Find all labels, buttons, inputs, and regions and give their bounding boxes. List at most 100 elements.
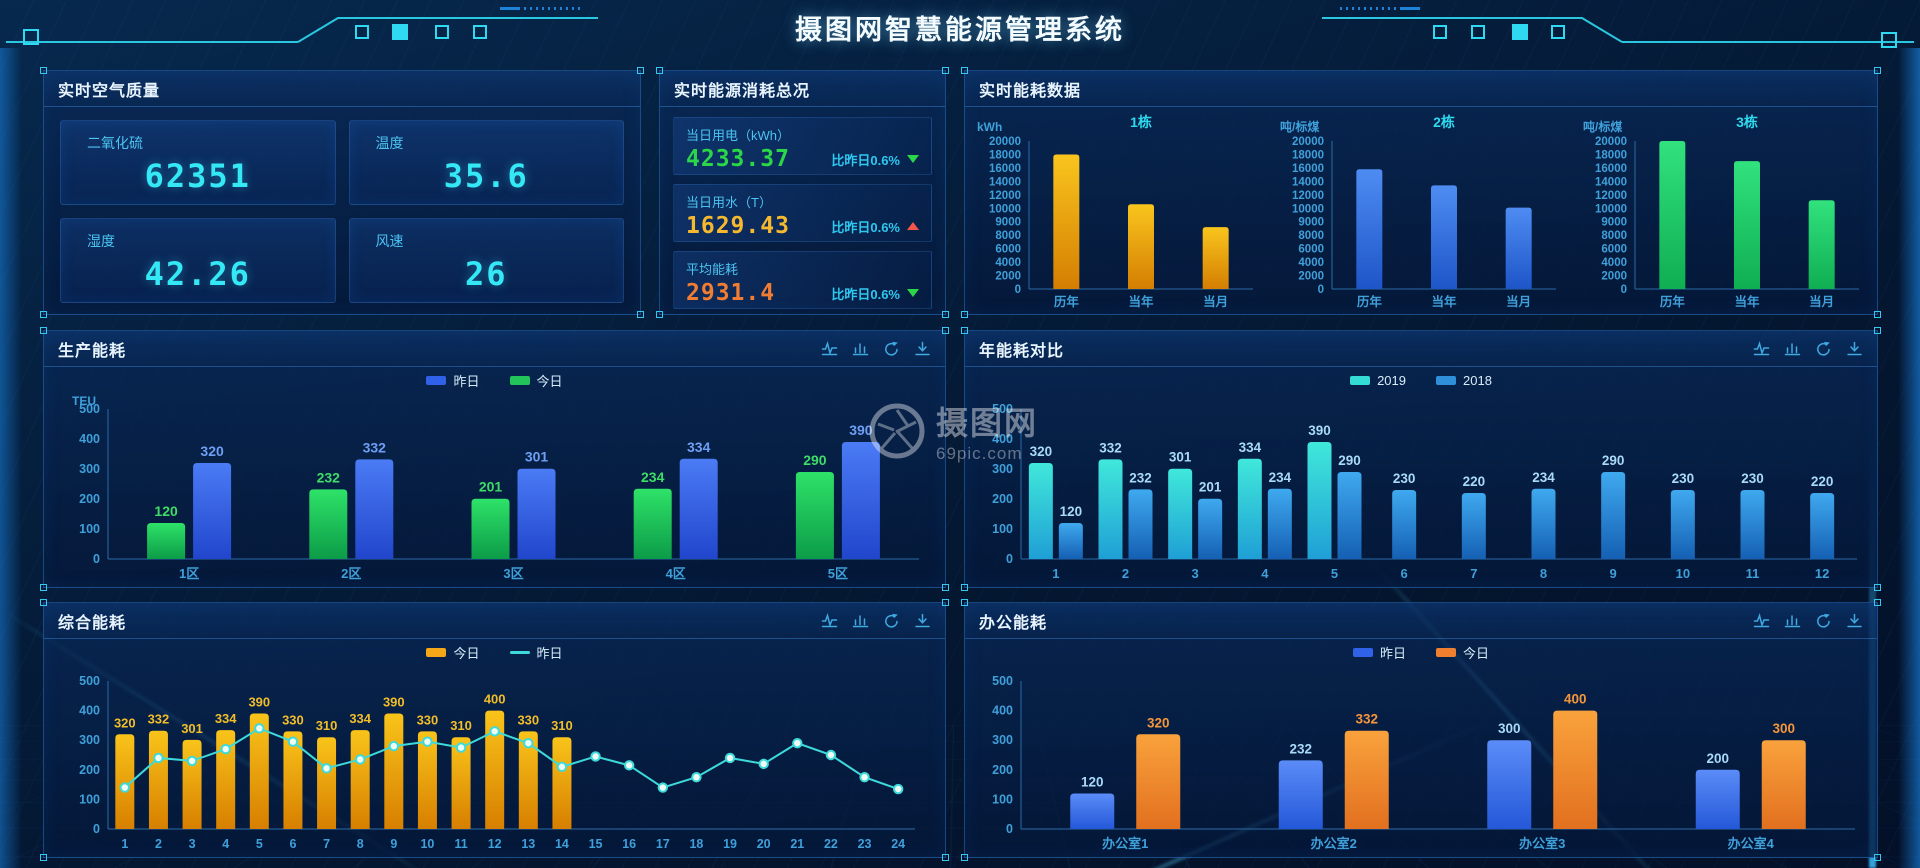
svg-text:334: 334 [687,439,711,455]
energy-overview-item: 当日用水（T） 1629.43 比昨日0.6% [673,184,932,242]
svg-text:390: 390 [849,422,873,438]
panel-title-comprehensive: 综合能耗 [58,614,127,632]
line-chart-icon[interactable] [821,613,838,628]
svg-text:0: 0 [1006,822,1013,836]
chart-legend: 今日 昨日 [44,639,945,665]
chart-legend: 昨日 今日 [965,639,1877,665]
svg-text:14: 14 [555,837,569,851]
svg-text:290: 290 [1602,453,1625,468]
legend-item-昨日[interactable]: 昨日 [426,371,480,390]
corner-decor [942,854,949,861]
metric-value: 62351 [144,157,251,195]
corner-decor [40,327,47,334]
svg-text:232: 232 [1129,470,1152,485]
bar-chart-icon[interactable] [1784,613,1801,628]
corner-decor [40,854,47,861]
svg-text:15: 15 [589,837,603,851]
download-icon[interactable] [1846,613,1863,628]
svg-text:18000: 18000 [989,149,1021,161]
legend-swatch [426,647,447,657]
refresh-icon[interactable] [1815,613,1832,628]
svg-text:300: 300 [79,733,100,747]
app-title: 摄图网智慧能源管理系统 [795,15,1125,45]
svg-text:120: 120 [1060,504,1083,519]
panel-toolbar [821,341,931,356]
svg-text:300: 300 [1498,721,1521,736]
svg-text:201: 201 [479,479,503,495]
legend-item-今日[interactable]: 今日 [1436,643,1489,662]
svg-text:20000: 20000 [1292,136,1324,148]
svg-text:320: 320 [200,443,224,459]
svg-text:5区: 5区 [828,566,848,581]
refresh-icon[interactable] [883,613,900,628]
corner-decor [1874,599,1881,606]
svg-text:4: 4 [222,837,229,851]
refresh-icon[interactable] [1815,341,1832,356]
line-chart-icon[interactable] [821,341,838,356]
line-chart-icon[interactable] [1753,613,1770,628]
svg-text:6: 6 [289,837,296,851]
svg-text:19: 19 [723,837,737,851]
svg-text:10: 10 [1676,566,1690,581]
svg-text:6000: 6000 [1298,244,1324,256]
svg-text:330: 330 [417,712,439,727]
svg-text:100: 100 [79,522,100,536]
svg-text:8: 8 [1540,566,1547,581]
legend-item-2018[interactable]: 2018 [1436,373,1492,388]
legend-item-2019[interactable]: 2019 [1350,373,1406,388]
svg-text:历年: 历年 [1660,294,1686,309]
svg-text:120: 120 [1081,774,1104,789]
metric-label: 湿度 [87,233,115,249]
bar-chart-icon[interactable] [852,613,869,628]
download-icon[interactable] [1846,341,1863,356]
corner-decor [942,599,949,606]
refresh-icon[interactable] [883,341,900,356]
line-chart-icon[interactable] [1753,341,1770,356]
legend-swatch [509,650,530,654]
corner-decor [40,67,47,74]
trend-down-icon [907,289,919,297]
metric-card-temperature: 温度 35.6 [348,120,624,205]
svg-text:400: 400 [79,704,100,718]
panel-toolbar [1753,341,1863,356]
legend-item-今日[interactable]: 今日 [509,371,563,390]
legend-label: 昨日 [1379,645,1406,661]
svg-text:3: 3 [1192,566,1199,581]
svg-text:400: 400 [1564,692,1587,707]
bar-chart-icon[interactable] [852,341,869,356]
svg-text:4: 4 [1261,566,1269,581]
download-icon[interactable] [914,341,931,356]
panel-toolbar [821,613,931,628]
legend-item-昨日[interactable]: 昨日 [1352,643,1406,662]
svg-text:当月: 当月 [1809,294,1834,309]
corner-decor [961,599,968,606]
svg-text:301: 301 [181,721,203,736]
svg-text:400: 400 [484,692,506,707]
panel-title-office: 办公能耗 [979,614,1048,632]
svg-text:6000: 6000 [1601,244,1627,256]
chart-office-energy[interactable]: 0 100 200 300 400 500 办公室1 办公室2 办公室3 办公室4 120 320 23… [965,665,1875,855]
legend-item-今日[interactable]: 今日 [426,643,480,662]
svg-text:10000: 10000 [1292,203,1324,215]
download-icon[interactable] [914,613,931,628]
svg-text:8000: 8000 [1298,230,1324,242]
svg-text:当年: 当年 [1128,294,1154,309]
svg-text:10: 10 [420,837,434,851]
corner-decor [637,67,644,74]
svg-text:320: 320 [1030,444,1053,459]
svg-text:332: 332 [363,439,387,455]
svg-text:300: 300 [1772,721,1795,736]
legend-item-昨日[interactable]: 昨日 [509,643,563,662]
legend-label: 昨日 [453,373,480,389]
bar-chart-icon[interactable] [1784,341,1801,356]
legend-swatch [1352,647,1373,657]
svg-text:290: 290 [1338,453,1361,468]
svg-text:12: 12 [1815,566,1829,581]
corner-decor [942,327,949,334]
